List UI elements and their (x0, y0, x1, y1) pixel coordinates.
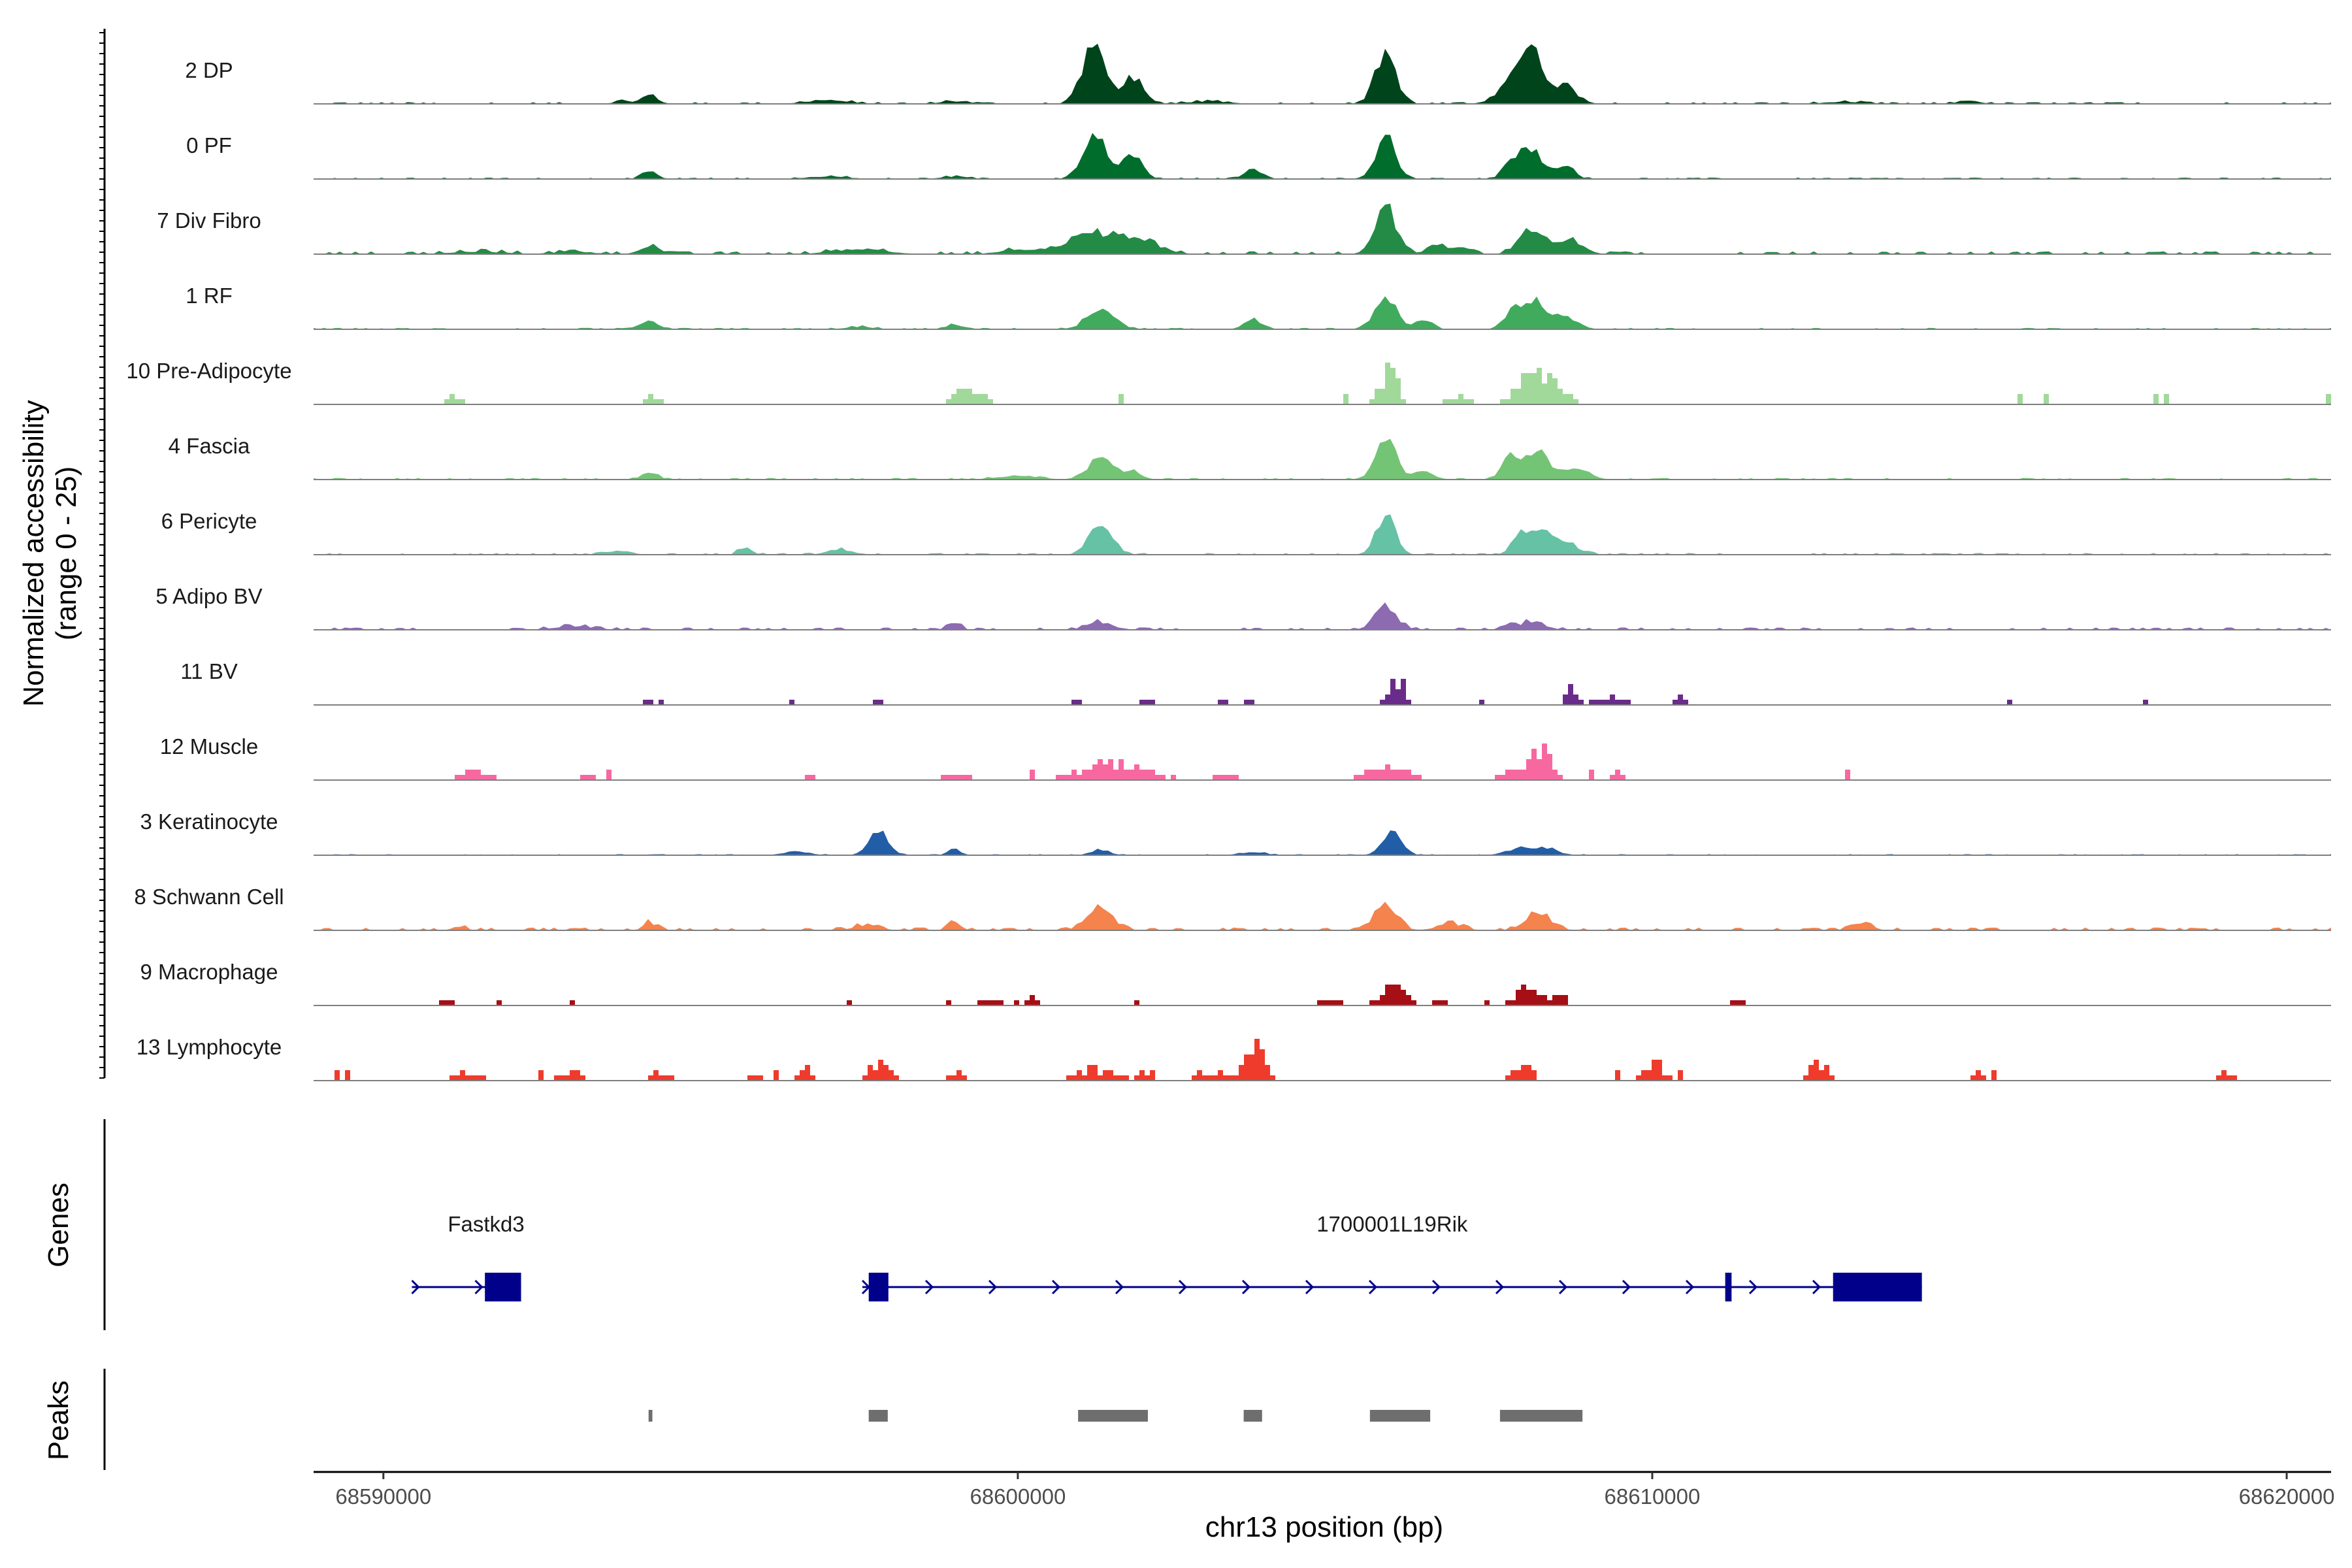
track-7-div-fibro: 7 Div Fibro (157, 203, 2331, 255)
track-4-fascia: 4 Fascia (169, 434, 2331, 480)
strand-arrow (474, 1279, 483, 1295)
track-label: 1 RF (186, 284, 233, 308)
genes-track: Fastkd3 1700001L19Rik (411, 1212, 1922, 1301)
strand-arrow (1305, 1279, 1315, 1295)
track-label: 7 Div Fibro (157, 208, 261, 233)
exon (497, 1273, 521, 1301)
x-axis-ticks: 68590000 68600000 68610000 68620000 (335, 1472, 2334, 1509)
strand-arrow (924, 1279, 934, 1295)
y-axis-subtitle: (range 0 - 25) (50, 466, 82, 641)
track-0-pf: 0 PF (186, 133, 2331, 180)
x-tick-label: 68590000 (335, 1484, 431, 1509)
coverage-tracks: 2 DP 0 PF 7 Div Fibro 1 RF 10 Pre-Adipocyte 4… (126, 43, 2336, 1081)
strand-arrow (1431, 1279, 1441, 1295)
strand-arrow (1622, 1279, 1631, 1295)
track-label: 9 Macrophage (140, 960, 278, 984)
strand-arrow (411, 1279, 420, 1295)
track-label: 10 Pre-Adipocyte (126, 359, 291, 383)
peak-region (1499, 1410, 1583, 1422)
gene-fastkd3: Fastkd3 (411, 1212, 525, 1301)
track-label: 2 DP (185, 58, 233, 82)
track-label: 12 Muscle (160, 734, 258, 759)
track-6-pericyte: 6 Pericyte (161, 509, 2331, 555)
track-12-muscle: 12 Muscle (160, 734, 2336, 781)
peak-region (868, 1410, 888, 1422)
genes-panel-title: Genes (42, 1183, 74, 1267)
strand-arrow (1178, 1279, 1188, 1295)
gene-label: 1700001L19Rik (1316, 1212, 1468, 1236)
x-axis-title: chr13 position (bp) (1205, 1511, 1443, 1543)
track-2-dp: 2 DP (185, 43, 2331, 105)
track-label: 0 PF (186, 133, 232, 157)
x-tick-label: 68610000 (1605, 1484, 1701, 1509)
track-label: 8 Schwann Cell (134, 885, 284, 909)
track-9-macrophage: 9 Macrophage (140, 960, 2336, 1006)
strand-arrow (1685, 1279, 1695, 1295)
strand-arrow (1558, 1279, 1568, 1295)
gene-1700001l19rik: 1700001L19Rik (861, 1212, 1922, 1301)
strand-arrow (1748, 1279, 1758, 1295)
strand-arrow (1051, 1279, 1061, 1295)
track-5-adipo-bv: 5 Adipo BV (155, 584, 2331, 630)
track-label: 5 Adipo BV (155, 584, 262, 608)
peak-region (1078, 1410, 1148, 1422)
peak-region (648, 1410, 653, 1422)
track-label: 11 BV (180, 659, 237, 683)
track-label: 6 Pericyte (161, 509, 257, 533)
strand-arrow (1115, 1279, 1124, 1295)
strand-arrow (1495, 1279, 1505, 1295)
peaks-panel-title: Peaks (42, 1380, 74, 1460)
track-3-keratinocyte: 3 Keratinocyte (140, 809, 2331, 856)
y-axis-title-group: Normalized accessibility (range 0 - 25) (18, 400, 82, 706)
coverage-area (314, 985, 2336, 1005)
exon (868, 1273, 889, 1301)
exon (1833, 1273, 1922, 1301)
y-axis-ticks (99, 32, 105, 1079)
track-10-pre-adipocyte: 10 Pre-Adipocyte (126, 359, 2336, 405)
y-axis-title: Normalized accessibility (18, 400, 50, 706)
track-label: 13 Lymphocyte (137, 1035, 282, 1059)
strand-arrow (988, 1279, 998, 1295)
track-label: 4 Fascia (169, 434, 250, 458)
strand-arrow (1812, 1279, 1821, 1295)
peak-region (1369, 1410, 1431, 1422)
track-label: 3 Keratinocyte (140, 809, 278, 834)
strand-arrow (1368, 1279, 1378, 1295)
track-1-rf: 1 RF (186, 284, 2331, 330)
exon (1725, 1273, 1732, 1301)
track-11-bv: 11 BV (180, 659, 2336, 706)
track-8-schwann-cell: 8 Schwann Cell (134, 885, 2331, 931)
gene-label: Fastkd3 (448, 1212, 524, 1236)
x-tick-label: 68620000 (2239, 1484, 2335, 1509)
x-tick-label: 68600000 (970, 1484, 1066, 1509)
track-13-lymphocyte: 13 Lymphocyte (137, 1035, 2336, 1081)
peaks-track (648, 1410, 1583, 1422)
strand-arrow (1241, 1279, 1251, 1295)
peak-region (1243, 1410, 1262, 1422)
